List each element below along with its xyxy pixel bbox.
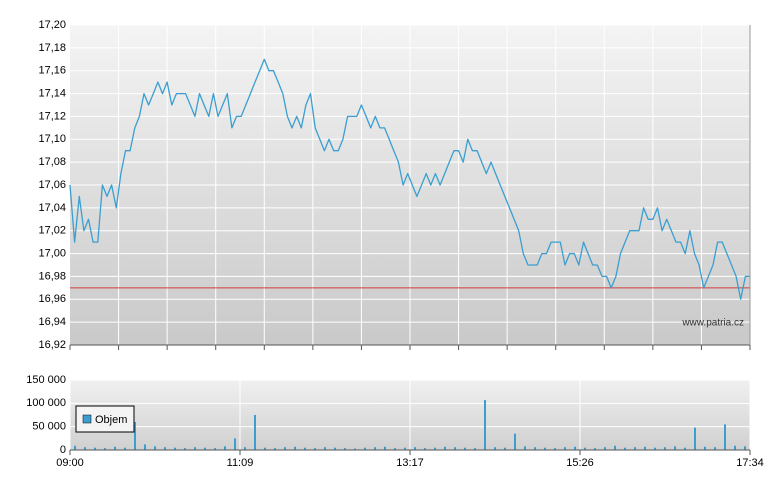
- x-tick-label: 15:26: [566, 457, 594, 469]
- y-tick-label: 50 000: [32, 421, 66, 433]
- volume-bar: [474, 448, 476, 450]
- volume-bar: [464, 447, 466, 450]
- volume-bar: [234, 438, 236, 450]
- volume-bar: [614, 445, 616, 450]
- volume-bar: [244, 447, 246, 450]
- y-tick-label: 17,18: [38, 42, 66, 54]
- volume-bar: [264, 447, 266, 450]
- volume-bar: [554, 448, 556, 450]
- volume-bar: [544, 447, 546, 450]
- volume-bar: [654, 447, 656, 450]
- volume-bar: [674, 446, 676, 450]
- volume-bar: [354, 448, 356, 450]
- y-tick-label: 17,20: [38, 19, 66, 31]
- volume-bar: [84, 447, 86, 450]
- y-tick-label: 17,16: [38, 65, 66, 77]
- volume-bar: [644, 446, 646, 450]
- volume-bar: [74, 445, 76, 450]
- volume-bar: [94, 447, 96, 450]
- volume-bar: [404, 447, 406, 450]
- volume-bar: [584, 447, 586, 450]
- volume-bar: [184, 448, 186, 450]
- volume-bar: [164, 447, 166, 450]
- volume-bar: [324, 447, 326, 450]
- volume-bar: [604, 447, 606, 450]
- volume-bar: [124, 447, 126, 450]
- volume-bar: [384, 446, 386, 450]
- y-tick-label: 17,14: [38, 87, 66, 99]
- y-tick-label: 17,02: [38, 225, 66, 237]
- volume-bar: [204, 447, 206, 450]
- y-tick-label: 17,06: [38, 179, 66, 191]
- y-tick-label: 16,94: [38, 316, 66, 328]
- volume-bar: [154, 446, 156, 450]
- volume-bar: [214, 448, 216, 450]
- volume-bar: [454, 447, 456, 450]
- volume-bar: [434, 447, 436, 450]
- volume-bar: [494, 447, 496, 450]
- volume-bar: [514, 433, 516, 450]
- y-tick-label: 17,12: [38, 110, 66, 122]
- volume-bar: [634, 447, 636, 450]
- volume-bar: [524, 446, 526, 450]
- volume-bar: [314, 448, 316, 450]
- volume-bar: [344, 448, 346, 450]
- y-tick-label: 16,92: [38, 339, 66, 351]
- volume-bar: [504, 447, 506, 450]
- y-tick-label: 17,04: [38, 202, 66, 214]
- volume-bar: [144, 444, 146, 450]
- volume-bar: [174, 447, 176, 450]
- y-tick-label: 0: [60, 444, 66, 456]
- volume-bar: [104, 448, 106, 450]
- volume-bar: [394, 448, 396, 450]
- y-tick-label: 16,96: [38, 293, 66, 305]
- y-tick-label: 17,00: [38, 247, 66, 259]
- x-tick-label: 13:17: [396, 457, 424, 469]
- volume-bar: [664, 447, 666, 450]
- volume-bar: [714, 447, 716, 450]
- volume-bar: [224, 446, 226, 450]
- y-tick-label: 16,98: [38, 270, 66, 282]
- y-tick-label: 17,08: [38, 156, 66, 168]
- volume-bar: [374, 447, 376, 450]
- legend-label: Objem: [95, 414, 127, 426]
- volume-bar: [724, 424, 726, 450]
- x-tick-label: 09:00: [56, 457, 84, 469]
- x-tick-label: 17:34: [736, 457, 764, 469]
- volume-bar: [334, 447, 336, 450]
- volume-bar: [744, 446, 746, 450]
- volume-bar: [574, 446, 576, 450]
- volume-bar: [684, 447, 686, 450]
- volume-bar: [534, 447, 536, 450]
- price-line: [69, 58, 750, 300]
- volume-bar: [624, 447, 626, 450]
- volume-bar: [294, 446, 296, 450]
- volume-bar: [364, 447, 366, 450]
- y-tick-label: 17,10: [38, 133, 66, 145]
- volume-bar: [414, 447, 416, 450]
- y-tick-label: 150 000: [26, 374, 66, 386]
- volume-bar: [304, 447, 306, 450]
- volume-bar: [274, 448, 276, 450]
- volume-bar: [734, 445, 736, 450]
- volume-bar: [134, 422, 136, 450]
- volume-bar: [694, 427, 696, 450]
- watermark: www.patria.cz: [681, 318, 744, 329]
- volume-bar: [114, 446, 116, 450]
- volume-bar: [564, 447, 566, 450]
- legend-swatch: [82, 414, 92, 424]
- volume-bar: [594, 448, 596, 450]
- volume-bar: [444, 446, 446, 450]
- y-tick-label: 100 000: [26, 397, 66, 409]
- volume-bar: [424, 448, 426, 450]
- volume-bar: [484, 400, 486, 450]
- volume-bar: [194, 447, 196, 450]
- volume-bar: [704, 446, 706, 450]
- volume-bar: [284, 447, 286, 450]
- volume-bar: [254, 415, 256, 450]
- x-tick-label: 11:09: [227, 457, 254, 469]
